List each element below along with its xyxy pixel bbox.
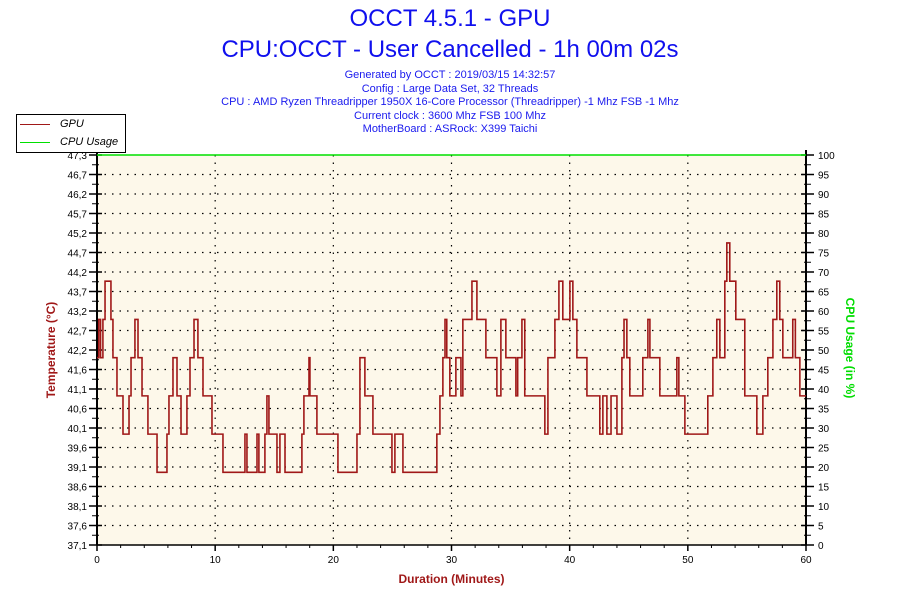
y-tick-label: 41,6 [68, 366, 88, 377]
legend-label-cpu: CPU Usage [60, 136, 119, 148]
y-tick-label: 37,1 [68, 541, 88, 552]
y-tick-label: 40,1 [68, 424, 88, 435]
y2-tick-label: 80 [818, 229, 830, 240]
y-tick-label: 38,6 [68, 483, 88, 494]
y2-tick-label: 30 [818, 424, 830, 435]
y2-tick-label: 15 [818, 483, 830, 494]
y2-tick-label: 65 [818, 288, 830, 299]
y-tick-label: 38,1 [68, 502, 88, 513]
y-tick-label: 45,7 [68, 210, 88, 221]
y-tick-label: 42,7 [68, 327, 88, 338]
info-config: Config : Large Data Set, 32 Threads [361, 82, 539, 95]
y2-tick-label: 60 [818, 307, 830, 318]
info-cpu: CPU : AMD Ryzen Threadripper 1950X 16-Co… [221, 96, 679, 108]
info-generated: Generated by OCCT : 2019/03/15 14:32:57 [344, 69, 556, 81]
y2-tick-label: 10 [818, 502, 830, 513]
x-tick-label: 0 [94, 555, 100, 566]
y-tick-label: 40,6 [68, 405, 88, 416]
y2-axis-label: CPU Usage (in %) [843, 298, 857, 399]
y2-tick-label: 0 [818, 541, 824, 552]
legend: GPU CPU Usage [16, 114, 126, 153]
y2-tick-label: 20 [818, 463, 830, 474]
y2-tick-label: 50 [818, 346, 830, 357]
y2-tick-label: 40 [818, 385, 830, 396]
y-tick-label: 44,2 [68, 268, 88, 279]
info-motherboard: MotherBoard : ASRock: X399 Taichi [362, 123, 538, 135]
chart-title: OCCT 4.5.1 - GPU [349, 5, 551, 32]
y2-tick-label: 95 [818, 171, 830, 182]
y-tick-label: 37,6 [68, 522, 88, 533]
info-block: Generated by OCCT : 2019/03/15 14:32:57 … [0, 69, 900, 137]
y2-tick-label: 25 [818, 444, 830, 455]
y2-tick-label: 70 [818, 268, 830, 279]
y2-tick-label: 45 [818, 366, 830, 377]
legend-label-gpu: GPU [60, 118, 84, 130]
info-clock: Current clock : 3600 Mhz FSB 100 Mhz [354, 109, 546, 122]
y-tick-label: 47,3 [68, 151, 88, 162]
y2-tick-label: 55 [818, 327, 830, 338]
y-tick-label: 43,7 [68, 288, 88, 299]
x-tick-label: 30 [446, 555, 458, 566]
y-axis-label: Temperature (°C) [44, 302, 58, 399]
chart-subtitle: CPU:OCCT - User Cancelled - 1h 00m 02s [221, 36, 679, 63]
legend-item-gpu: GPU [17, 117, 84, 131]
legend-swatch-gpu [20, 123, 50, 125]
y2-tick-label: 90 [818, 190, 830, 201]
y-tick-label: 39,6 [68, 444, 88, 455]
y-tick-label: 44,7 [68, 249, 88, 260]
x-tick-label: 60 [800, 555, 812, 566]
y2-tick-label: 5 [818, 522, 824, 533]
y-tick-label: 46,7 [68, 171, 88, 182]
y-tick-label: 42,2 [68, 346, 88, 357]
y2-tick-label: 35 [818, 405, 830, 416]
y2-tick-label: 85 [818, 210, 830, 221]
x-tick-label: 10 [210, 555, 222, 566]
series-line-gpu [97, 242, 806, 474]
y-tick-label: 43,2 [68, 307, 88, 318]
y2-tick-label: 100 [818, 151, 835, 162]
y-tick-label: 39,1 [68, 463, 88, 474]
legend-swatch-cpu [20, 141, 50, 143]
y-tick-label: 41,1 [68, 385, 88, 396]
x-tick-label: 20 [328, 555, 340, 566]
legend-item-cpu: CPU Usage [17, 135, 118, 149]
y-tick-label: 46,2 [68, 190, 88, 201]
y2-tick-label: 75 [818, 249, 830, 260]
x-tick-label: 50 [682, 555, 694, 566]
x-tick-label: 40 [564, 555, 576, 566]
x-axis-label: Duration (Minutes) [399, 572, 505, 586]
y-tick-label: 45,2 [68, 229, 88, 240]
